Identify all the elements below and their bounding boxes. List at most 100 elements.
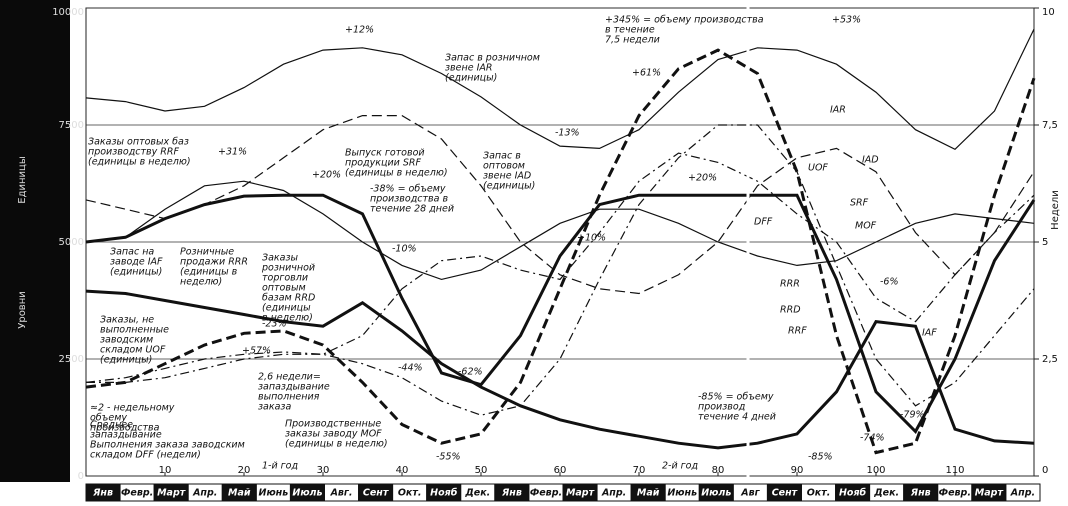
annotation: Заказы [262,253,299,264]
annotation: +61% [632,68,661,79]
x-tick-label: 60 [554,465,567,476]
x-tick-label: 70 [633,465,646,476]
annotation: -62% [458,367,483,378]
annotation: продукции SRF [345,158,421,169]
annotation: заводе IAF [110,257,163,268]
annotation: течение 4 дней [698,412,776,423]
annotation: течение 28 дней [370,204,454,215]
y-tick-label: 10000 [52,7,84,18]
x-tick-label: 100 [866,465,885,476]
annotation: ≈2 - недельному [90,403,175,414]
month-label: Окт. [807,488,831,499]
annotation: в неделю) [262,313,313,324]
annotation: оптовым [262,283,306,294]
annotation: базам RRD [262,293,315,304]
annotation: 2-й год [662,461,698,472]
y-tick-label: 0 [78,471,84,482]
series-label: DFF [754,217,773,228]
annotation: -10% [392,244,417,255]
month-label: Нояб [430,488,458,499]
annotation: +12% [345,25,374,36]
series-label: IAF [922,328,937,339]
month-label: Дек. [464,488,490,499]
annotation: 7,5 недели [605,35,660,46]
month-label: Март [975,488,1004,499]
annotation: Заказы оптовых баз [88,137,189,148]
annotation: -6% [880,277,899,288]
annotation: (единицы в неделю) [285,439,388,450]
annotation: неделю) [180,277,222,288]
x-tick-label: 90 [791,465,804,476]
annotation: 1-й год [262,461,298,472]
annotation: выполнения [258,392,320,403]
annotation: +10% [577,233,606,244]
annotation: производства [90,423,160,434]
annotation: объему [90,413,127,424]
y2-tick-label: 2,5 [1042,354,1058,365]
y2-tick-label: 5 [1042,237,1048,248]
annotation: Выпуск готовой [345,148,425,159]
annotation: +57% [242,346,271,357]
month-label: Июнь [667,488,697,499]
month-label: Янв [501,488,522,499]
month-label: Янв [92,488,113,499]
month-box [1005,483,1041,502]
annotation: продажи RRR [180,257,248,268]
series-line [85,28,1035,151]
annotation: производ [698,402,746,413]
annotation: складом UOF [100,345,166,356]
y2-axis-label: Недели [1050,190,1061,230]
month-label: Май [228,488,251,499]
annotation: (единицы [262,303,311,314]
annotation: -23% [262,319,287,330]
annotation: заказа [258,402,291,413]
series-label: RRR [780,279,800,290]
annotation: -74% [860,433,885,444]
y-tick-label: 2500 [59,354,84,365]
annotation: (единицы в неделю) [345,168,448,179]
series-line [85,180,1035,281]
annotation: звене IAD [483,171,531,182]
annotation: -38% = объему [370,184,446,195]
annotation: -13% [555,128,580,139]
series-line [86,124,1035,416]
annotation: (единицы в [180,267,238,278]
y2-tick-label: 10 [1042,7,1055,18]
annotation: (единицы) [110,267,162,278]
x-tick-label: 30 [317,465,330,476]
series-line [85,152,1035,383]
scan-edge [0,0,70,482]
series-label: SRF [850,198,869,209]
series-line [85,48,1036,455]
annotation: выполненные [100,325,169,336]
month-label: Нояб [839,488,867,499]
annotation: звене IAR [445,63,492,74]
annotation: -85% = объему [698,392,774,403]
series-label: MOF [855,221,877,232]
annotation: +20% [688,173,717,184]
annotation: торговли [262,273,308,284]
annotation: в течение [605,25,655,36]
x-tick-label: 20 [238,465,251,476]
x-tick-label: 80 [712,465,725,476]
x-tick-label: 10 [159,465,172,476]
annotation: производству RRF [88,147,179,158]
annotation: Среднее [90,420,133,431]
annotation: +20% [312,170,341,181]
month-label: Март [566,488,595,499]
y2-tick-label: 0 [1042,465,1048,476]
month-label: Июнь [259,488,289,499]
annotation: Розничные [180,247,234,258]
annotation: +53% [832,15,861,26]
month-label: Июль [292,488,322,499]
series-line [85,193,1036,434]
annotation: Запас на [110,247,154,258]
annotation: +31% [218,147,247,158]
x-tick-label: 50 [475,465,488,476]
series-line [85,289,1035,450]
month-label: Февр. [939,488,971,499]
annotation: -85% [808,452,833,463]
month-label: Май [637,488,660,499]
month-label: Апр. [192,488,217,499]
